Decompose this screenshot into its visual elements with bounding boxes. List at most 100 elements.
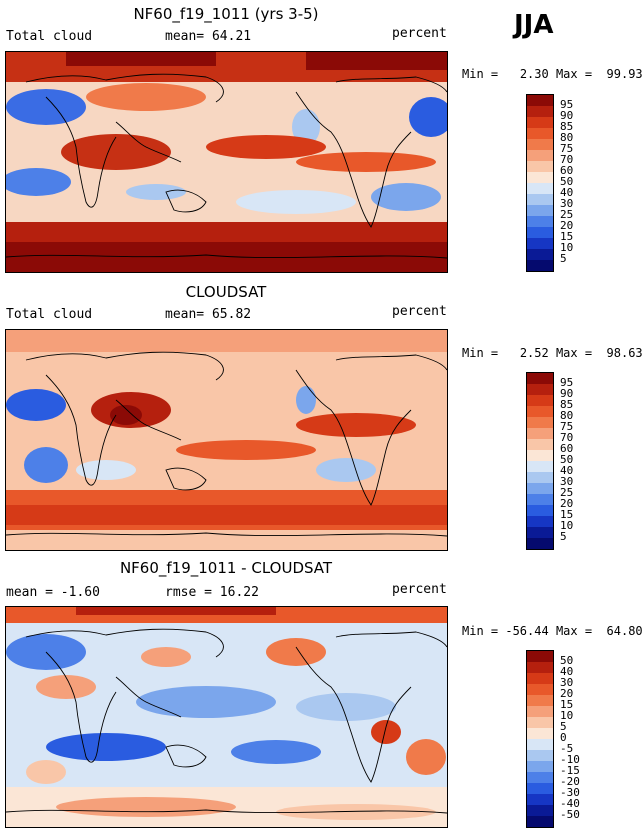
panel-2-colorbar xyxy=(526,372,554,550)
panel-3-colorbar-swatch xyxy=(527,651,553,662)
panel-1-colorbar-swatch xyxy=(527,227,553,238)
panel-2-colorbar-swatches xyxy=(526,372,554,550)
panel-1-min-max: Min = 2.30 Max = 99.93 xyxy=(462,67,643,81)
panel-3-colorbar-tick-label: -50 xyxy=(560,808,580,821)
panel-1-colorbar-swatches xyxy=(526,94,554,272)
panel-1-map xyxy=(5,51,448,273)
panel-1-colorbar-tick-label: 50 xyxy=(560,175,574,188)
panel-1-colorbar-swatch xyxy=(527,117,553,128)
panel-3-colorbar-swatches xyxy=(526,650,554,828)
panel-1-colorbar-swatch xyxy=(527,150,553,161)
panel-3-units-label: percent xyxy=(392,582,447,597)
panel-1-colorbar-tick-label: 25 xyxy=(560,208,574,221)
panel-1-colorbar-tick-label: 90 xyxy=(560,109,574,122)
panel-1-colorbar-tick-label: 30 xyxy=(560,197,574,210)
panel-1-colorbar-swatch xyxy=(527,106,553,117)
panel-1-mean-label: mean= 64.21 xyxy=(165,29,252,44)
panel-3-colorbar-swatch xyxy=(527,662,553,673)
panel-1-colorbar xyxy=(526,94,554,272)
panel-3-colorbar-swatch xyxy=(527,739,553,750)
panel-2-min-label: Min = xyxy=(462,346,499,360)
panel-3-colorbar-swatch xyxy=(527,684,553,695)
panel-2-colorbar-tick-label: 15 xyxy=(560,508,574,521)
panel-3-colorbar-tick-label: 40 xyxy=(560,665,574,678)
panel-1-variable-label: Total cloud xyxy=(6,29,93,44)
panel-2-colorbar-tick-label: 50 xyxy=(560,453,574,466)
panel-3-rmse-label: rmse = 16.22 xyxy=(165,585,259,600)
panel-2-colorbar-swatch xyxy=(527,417,553,428)
panel-2-colorbar-swatch xyxy=(527,472,553,483)
panel-1-colorbar-tick-label: 20 xyxy=(560,219,574,232)
panel-1-colorbar-swatch xyxy=(527,128,553,139)
panel-3-colorbar-tick-label: -40 xyxy=(560,797,580,810)
panel-1-colorbar-swatch xyxy=(527,238,553,249)
panel-2-colorbar-tick-label: 90 xyxy=(560,387,574,400)
panel-2-colorbar-swatch xyxy=(527,494,553,505)
panel-1-colorbar-tick-label: 60 xyxy=(560,164,574,177)
panel-3-colorbar-tick-label: 50 xyxy=(560,654,574,667)
panel-2-colorbar-tick-label: 60 xyxy=(560,442,574,455)
panel-1-map-svg xyxy=(6,52,447,272)
panel-1-colorbar-tick-label: 80 xyxy=(560,131,574,144)
panel-3-colorbar-tick-label: -15 xyxy=(560,764,580,777)
panel-2-colorbar-swatch xyxy=(527,373,553,384)
panel-3-title: NF60_f19_1011 - CLOUDSAT xyxy=(119,559,333,577)
panel-2-max-value: 98.63 xyxy=(606,346,643,360)
panel-3-colorbar-tick-label: 20 xyxy=(560,687,574,700)
panel-1-colorbar-tick-label: 15 xyxy=(560,230,574,243)
panel-2-colorbar-tick-label: 30 xyxy=(560,475,574,488)
panel-2-max-label: Max = xyxy=(555,346,593,360)
panel-2-colorbar-swatch xyxy=(527,395,553,406)
panel-2-min-value: 2.52 xyxy=(519,346,549,360)
panel-2-mean-label: mean= 65.82 xyxy=(165,307,252,322)
panel-3-colorbar-swatch xyxy=(527,761,553,772)
panel-3-colorbar-tick-label: -5 xyxy=(560,742,574,755)
panel-2-map-svg xyxy=(6,330,447,550)
panel-2-colorbar-tick-label: 25 xyxy=(560,486,574,499)
panel-1-colorbar-swatch xyxy=(527,172,553,183)
panel-1-min-label: Min = xyxy=(462,67,499,81)
panel-2-colorbar-tick-label: 75 xyxy=(560,420,574,433)
panel-1-max-label: Max = xyxy=(555,67,593,81)
panel-3-colorbar-tick-label: -10 xyxy=(560,753,580,766)
panel-1-colorbar-tick-label: 70 xyxy=(560,153,574,166)
panel-3-colorbar-swatch xyxy=(527,750,553,761)
panel-1-colorbar-swatch xyxy=(527,260,553,271)
panel-3-colorbar-tick-label: 10 xyxy=(560,709,574,722)
panel-1-max-value: 99.93 xyxy=(606,67,643,81)
panel-1-colorbar-swatch xyxy=(527,216,553,227)
panel-2-colorbar-swatch xyxy=(527,516,553,527)
panel-2-colorbar-swatch xyxy=(527,384,553,395)
panel-3-colorbar-swatch xyxy=(527,706,553,717)
panel-2-colorbar-tick-label: 85 xyxy=(560,398,574,411)
panel-1-colorbar-swatch xyxy=(527,161,553,172)
panel-1-colorbar-tick-label: 40 xyxy=(560,186,574,199)
panel-1-colorbar-labels: 95 90 85 80 75 70 60 50 40 30 25 20 15 10 5 xyxy=(560,94,590,268)
panel-3-colorbar-tick-label: -20 xyxy=(560,775,580,788)
panel-2-colorbar-swatch xyxy=(527,483,553,494)
panel-1-colorbar-swatch xyxy=(527,183,553,194)
panel-2-title: CLOUDSAT xyxy=(185,283,267,301)
panel-3-colorbar-tick-label: -30 xyxy=(560,786,580,799)
panel-3-min-label: Min = xyxy=(462,624,499,638)
panel-2-units-label: percent xyxy=(392,304,447,319)
panel-2-colorbar-labels: 95 90 85 80 75 70 60 50 40 30 25 20 15 10 5 xyxy=(560,372,590,546)
panel-1-colorbar-swatch xyxy=(527,194,553,205)
panel-2-colorbar-tick-label: 95 xyxy=(560,376,574,389)
panel-2-colorbar-swatch xyxy=(527,538,553,549)
panel-3-map-svg xyxy=(6,607,447,827)
panel-1-colorbar-swatch xyxy=(527,205,553,216)
panel-3-colorbar-swatch xyxy=(527,794,553,805)
panel-3-colorbar-swatch xyxy=(527,673,553,684)
panel-2-colorbar-swatch xyxy=(527,428,553,439)
panel-2-colorbar-tick-label: 80 xyxy=(560,409,574,422)
panel-2-colorbar-tick-label: 40 xyxy=(560,464,574,477)
panel-2-colorbar-swatch xyxy=(527,439,553,450)
panel-3-colorbar-tick-label: 5 xyxy=(560,720,567,733)
panel-3-colorbar-labels: 50 40 30 20 15 10 5 0 -5 -10 -15 -20 -30 -40 -50 xyxy=(560,650,590,824)
panel-3-colorbar-swatch xyxy=(527,717,553,728)
panel-2-variable-label: Total cloud xyxy=(6,307,93,322)
panel-1-colorbar-swatch xyxy=(527,249,553,260)
panel-3-max-value: 64.80 xyxy=(606,624,643,638)
panel-2-colorbar-swatch xyxy=(527,461,553,472)
